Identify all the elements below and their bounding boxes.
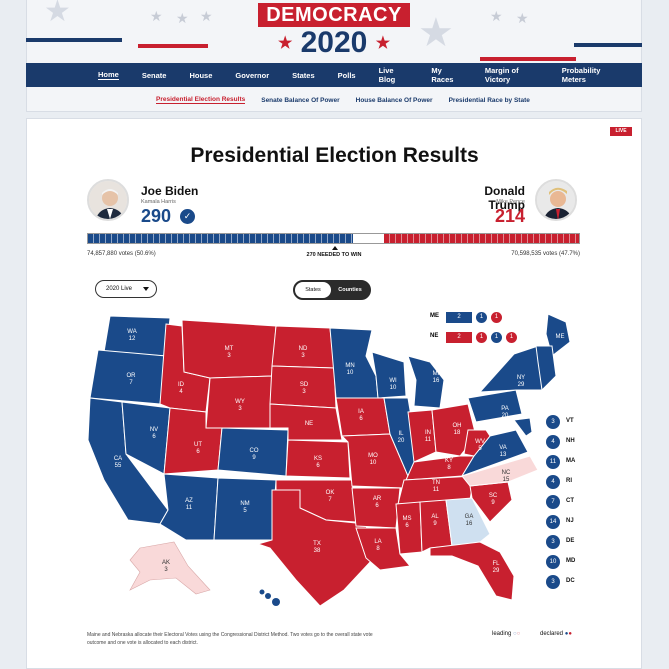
small-state-ri-label: RI <box>566 478 572 484</box>
small-state-vt-ev[interactable]: 3 <box>546 415 560 429</box>
nav-states[interactable]: States <box>292 70 315 80</box>
rep-candidate-name: Donald Trump <box>484 184 525 212</box>
trump-avatar <box>535 179 577 221</box>
year-select[interactable]: 2020 Live <box>95 280 157 298</box>
main-nav: Home Senate House Governor States Polls … <box>26 63 642 87</box>
subnav-race-by-state[interactable]: Presidential Race by State <box>448 96 530 104</box>
header-stripe <box>574 43 642 47</box>
star-icon: ★ <box>516 10 529 26</box>
small-state-nh-ev[interactable]: 4 <box>546 435 560 449</box>
me-district-2: 1 <box>491 312 502 323</box>
legend-declared-label: declared <box>540 631 564 637</box>
small-state-dc-label: DC <box>566 578 575 584</box>
sub-nav: Presidential Election Results Senate Bal… <box>26 88 642 112</box>
small-state-nj-label: NJ <box>566 518 574 524</box>
site-logo-year: ★ 2020 ★ <box>258 27 410 59</box>
dem-electoral-votes: 290 <box>141 206 172 226</box>
subnav-house-balance[interactable]: House Balance Of Power <box>355 96 433 104</box>
small-state-de-ev[interactable]: 3 <box>546 535 560 549</box>
header-stripe <box>26 38 122 42</box>
subnav-senate-balance[interactable]: Senate Balance Of Power <box>261 96 340 104</box>
biden-avatar <box>87 179 129 221</box>
star-icon: ★ <box>200 8 213 24</box>
winner-check-icon: ✓ <box>180 209 195 224</box>
header-stripe <box>480 57 576 61</box>
small-state-nj-ev[interactable]: 14 <box>546 515 560 529</box>
star-icon: ★ <box>277 35 293 53</box>
dem-candidate-name: Joe Biden <box>141 184 199 198</box>
subnav-presidential-results[interactable]: Presidential Election Results <box>156 96 246 104</box>
view-toggle[interactable]: States Counties <box>293 280 371 300</box>
small-state-dc-ev[interactable]: 3 <box>546 575 560 589</box>
chevron-down-icon <box>143 287 149 291</box>
small-state-md-label: MD <box>566 558 576 564</box>
nav-polls[interactable]: Polls <box>337 70 356 80</box>
declared-rep-swatch: ● <box>568 631 572 637</box>
me-statewide-box: 2 <box>446 312 472 323</box>
nav-my-races[interactable]: My Races <box>431 66 454 84</box>
dem-ev-fill <box>88 234 353 243</box>
legend-leading: leading ○○ <box>492 631 520 637</box>
dem-running-mate: Kamala Harris <box>141 199 176 205</box>
legend-declared: declared ●● <box>540 631 572 637</box>
nav-probability-meters[interactable]: Probability Meters <box>561 66 601 84</box>
leading-dem-swatch: ○ <box>513 631 517 637</box>
toggle-states[interactable]: States <box>295 282 331 298</box>
site-logo[interactable]: DEMOCRACY <box>258 3 410 27</box>
small-state-ma-label: MA <box>566 458 576 464</box>
electoral-vote-bar <box>87 233 580 244</box>
nav-senate[interactable]: Senate <box>141 70 167 80</box>
page-title: Presidential Election Results <box>190 144 479 167</box>
rep-ev-fill <box>383 234 579 243</box>
nav-home[interactable]: Home <box>98 70 119 80</box>
ne-statewide-box: 2 <box>446 332 472 343</box>
declared-dem-swatch: ● <box>564 631 569 637</box>
small-state-md-ev[interactable]: 10 <box>546 555 560 569</box>
ne-district-3: 1 <box>506 332 517 343</box>
year-select-value: 2020 Live <box>106 286 133 292</box>
small-state-ri-ev[interactable]: 4 <box>546 475 560 489</box>
nav-governor[interactable]: Governor <box>235 70 270 80</box>
nav-margin-of-victory[interactable]: Margin of Victory <box>484 66 519 84</box>
small-state-ct-label: CT <box>566 498 574 504</box>
toggle-counties[interactable]: Counties <box>338 287 362 293</box>
star-icon: ★ <box>176 10 189 26</box>
dem-popular-vote: 74,857,880 votes (50.6%) <box>87 251 156 257</box>
small-state-de-label: DE <box>566 538 575 544</box>
star-icon: ★ <box>44 0 71 28</box>
star-icon: ★ <box>375 35 391 53</box>
district-footnote: Maine and Nebraska allocate their Electo… <box>87 632 373 646</box>
small-state-vt-label: VT <box>566 418 574 424</box>
nav-live-blog[interactable]: Live Blog <box>378 66 396 84</box>
rep-electoral-votes: 214 <box>494 206 525 226</box>
legend-leading-label: leading <box>492 631 512 637</box>
me-district-label: ME <box>430 313 439 319</box>
header-stripe <box>138 44 208 48</box>
star-icon: ★ <box>150 8 163 24</box>
small-state-ct-ev[interactable]: 7 <box>546 495 560 509</box>
me-district-1: 1 <box>476 312 487 323</box>
logo-year-text: 2020 <box>300 26 368 59</box>
rep-running-mate: Mike Pence <box>496 199 525 205</box>
ne-district-label: NE <box>430 333 439 339</box>
leading-rep-swatch: ○ <box>516 631 521 637</box>
threshold-marker <box>332 246 338 250</box>
star-icon: ★ <box>490 8 503 24</box>
ne-district-2: 1 <box>491 332 502 343</box>
small-state-ma-ev[interactable]: 11 <box>546 455 560 469</box>
star-icon: ★ <box>418 11 454 55</box>
ne-district-1: 1 <box>476 332 487 343</box>
rep-popular-vote: 70,598,535 votes (47.7%) <box>511 251 580 257</box>
live-badge: LIVE <box>610 127 632 136</box>
needed-to-win-label: 270 NEEDED TO WIN <box>306 252 362 258</box>
small-state-nh-label: NH <box>566 438 575 444</box>
nav-house[interactable]: House <box>189 70 213 80</box>
